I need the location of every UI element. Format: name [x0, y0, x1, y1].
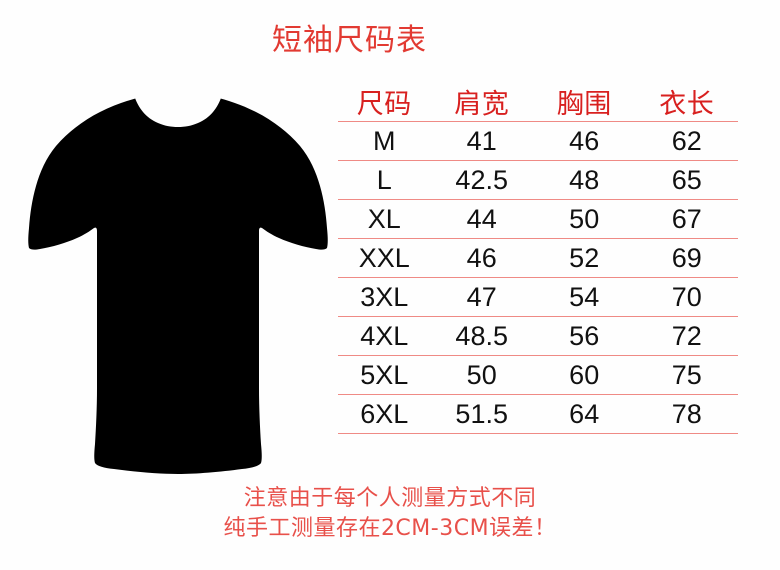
page-title: 短袖尺码表 — [272, 23, 427, 58]
cell-length: 78 — [671, 398, 702, 429]
cell-shoulder: 41 — [466, 125, 497, 156]
table-row: XL 44 50 67 — [338, 200, 738, 239]
size-table: 尺码 肩宽 胸围 衣长 M 41 46 62 L 42.5 48 65 XL 4… — [338, 82, 738, 434]
cell-size: 6XL — [360, 398, 409, 429]
column-header-shoulder: 肩宽 — [454, 89, 510, 120]
cell-size: 4XL — [360, 320, 409, 351]
cell-size: XXL — [358, 242, 410, 273]
cell-chest: 46 — [569, 125, 600, 156]
cell-size: M — [372, 125, 396, 156]
tshirt-illustration — [18, 88, 338, 480]
cell-length: 62 — [671, 125, 702, 156]
cell-size: 3XL — [360, 281, 409, 312]
cell-length: 65 — [671, 164, 702, 195]
disclaimer-line-1: 注意由于每个人测量方式不同 — [243, 486, 537, 511]
cell-chest: 64 — [569, 398, 600, 429]
cell-size: L — [376, 164, 392, 195]
tshirt-silhouette-icon — [28, 90, 328, 474]
cell-shoulder: 44 — [466, 203, 497, 234]
column-header-size: 尺码 — [356, 89, 412, 120]
table-row: L 42.5 48 65 — [338, 161, 738, 200]
disclaimer-line-2: 纯手工测量存在2CM-3CM误差！ — [223, 516, 557, 541]
cell-chest: 48 — [569, 164, 600, 195]
cell-chest: 52 — [569, 242, 600, 273]
table-row: M 41 46 62 — [338, 122, 738, 161]
cell-shoulder: 47 — [466, 281, 497, 312]
table-header-row: 尺码 肩宽 胸围 衣长 — [338, 82, 738, 122]
cell-chest: 54 — [569, 281, 600, 312]
cell-size: XL — [367, 203, 401, 234]
cell-chest: 60 — [569, 359, 600, 390]
cell-shoulder: 46 — [466, 242, 497, 273]
cell-shoulder: 50 — [466, 359, 497, 390]
cell-length: 70 — [671, 281, 702, 312]
table-row: 3XL 47 54 70 — [338, 278, 738, 317]
table-row: 6XL 51.5 64 78 — [338, 395, 738, 434]
cell-length: 75 — [671, 359, 702, 390]
cell-length: 67 — [671, 203, 702, 234]
table-row: XXL 46 52 69 — [338, 239, 738, 278]
cell-size: 5XL — [360, 359, 409, 390]
measurement-disclaimer: 注意由于每个人测量方式不同 纯手工测量存在2CM-3CM误差！ — [0, 484, 780, 544]
cell-shoulder: 51.5 — [455, 398, 508, 429]
table-row: 5XL 50 60 75 — [338, 356, 738, 395]
cell-shoulder: 42.5 — [455, 164, 508, 195]
column-header-length: 衣长 — [659, 89, 715, 120]
table-row: 4XL 48.5 56 72 — [338, 317, 738, 356]
cell-length: 69 — [671, 242, 702, 273]
cell-shoulder: 48.5 — [455, 320, 508, 351]
cell-chest: 50 — [569, 203, 600, 234]
cell-chest: 56 — [569, 320, 600, 351]
cell-length: 72 — [671, 320, 702, 351]
column-header-chest: 胸围 — [556, 89, 612, 120]
